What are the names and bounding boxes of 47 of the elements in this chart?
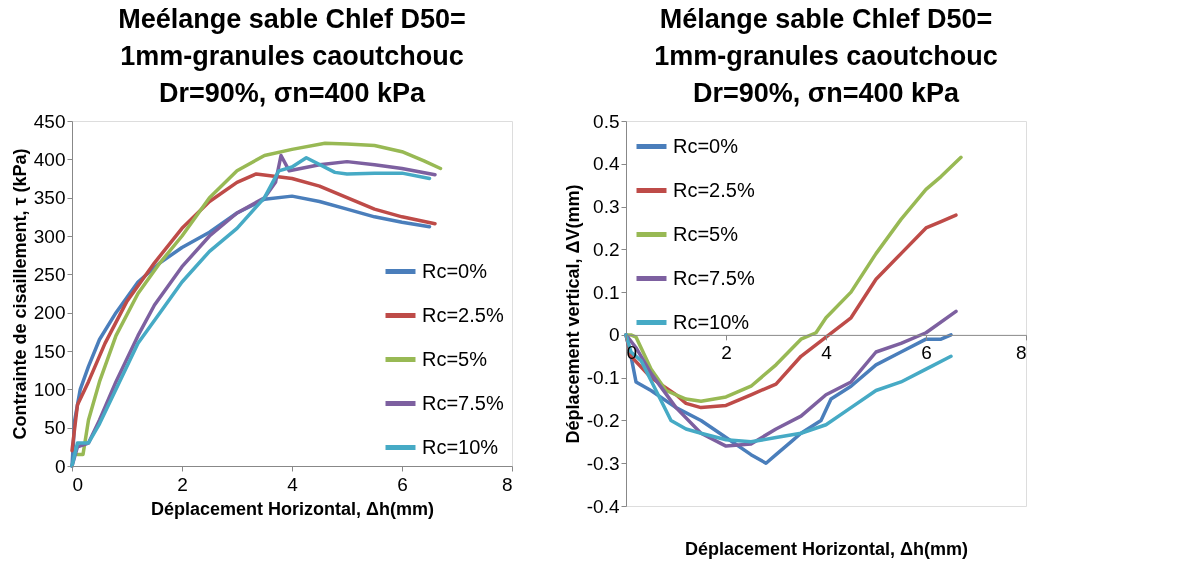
y-tick-label: 0 bbox=[608, 324, 620, 346]
y-tick-label: 0 bbox=[54, 455, 66, 477]
legend-label: Rc=10% bbox=[673, 310, 750, 333]
x-tick-label: 8 bbox=[1015, 342, 1027, 364]
y-tick-label: 450 bbox=[33, 110, 66, 132]
x-axis-title: Déplacement Horizontal, Δh(mm) bbox=[685, 538, 968, 559]
x-tick-label: 4 bbox=[287, 473, 299, 495]
legend-label: Rc=2.5% bbox=[422, 303, 504, 326]
y-tick-label: 150 bbox=[33, 340, 66, 362]
x-tick-label: 6 bbox=[921, 342, 932, 364]
legend-label: Rc=5% bbox=[422, 347, 488, 370]
legend-label: Rc=0% bbox=[422, 259, 488, 282]
chart-title: Meélange sable Chlef D50= 1mm-granules caoutchouc Dr=90%, σn=400 kPa bbox=[118, 4, 466, 108]
legend-label: Rc=7.5% bbox=[422, 391, 504, 414]
y-tick-label: 0.5 bbox=[593, 110, 620, 132]
y-tick-label: 300 bbox=[33, 225, 66, 247]
x-tick-label: 6 bbox=[397, 473, 408, 495]
y-tick-label: 0.3 bbox=[593, 196, 620, 218]
y-tick-label: 200 bbox=[33, 302, 66, 324]
x-tick-label: 0 bbox=[72, 473, 84, 495]
legend-label: Rc=7.5% bbox=[673, 266, 755, 289]
y-tick-label: 0.2 bbox=[593, 238, 620, 260]
x-axis-title: Déplacement Horizontal, Δh(mm) bbox=[151, 498, 434, 519]
y-tick-label: 400 bbox=[33, 148, 66, 170]
y-tick-label: 100 bbox=[33, 378, 66, 400]
y-tick-label: -0.2 bbox=[586, 409, 620, 431]
legend-label: Rc=10% bbox=[422, 435, 499, 458]
y-tick-label: 350 bbox=[33, 187, 66, 209]
y-tick-label: 0.4 bbox=[593, 153, 620, 175]
y-tick-label: 250 bbox=[33, 263, 66, 285]
x-tick-label: 4 bbox=[821, 342, 833, 364]
x-tick-label: 2 bbox=[721, 342, 732, 364]
y-tick-label: 50 bbox=[44, 417, 66, 439]
x-tick-label: 2 bbox=[177, 473, 188, 495]
y-tick-label: 0.1 bbox=[593, 281, 620, 303]
y-tick-label: -0.4 bbox=[586, 495, 620, 517]
line-series bbox=[624, 333, 953, 444]
legend-label: Rc=2.5% bbox=[673, 178, 755, 201]
legend-label: Rc=5% bbox=[673, 222, 739, 245]
y-axis-title: Contrainte de cisaillement, τ (kPa) bbox=[9, 148, 30, 440]
y-tick-label: -0.3 bbox=[586, 452, 620, 474]
line-series bbox=[624, 155, 963, 403]
y-axis-title: Déplacement vertical, ΔV(mm) bbox=[562, 184, 583, 444]
legend-label: Rc=0% bbox=[673, 134, 739, 157]
x-tick-label: 8 bbox=[501, 473, 513, 495]
chart-title: Mélange sable Chlef D50= 1mm-granules caoutchouc Dr=90%, σn=400 kPa bbox=[654, 4, 998, 108]
y-tick-label: -0.1 bbox=[586, 367, 620, 389]
